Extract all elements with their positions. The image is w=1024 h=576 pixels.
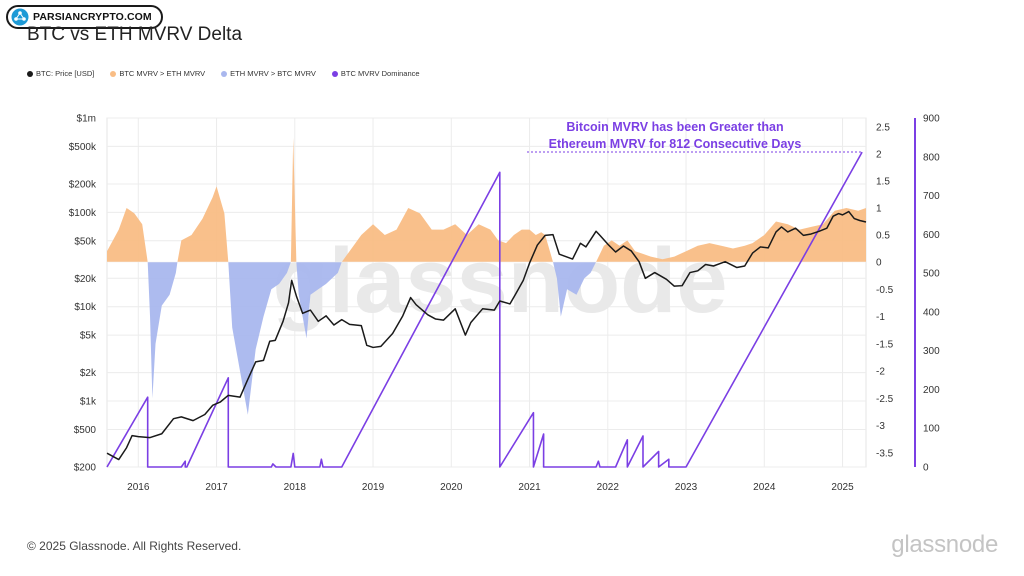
price-tick-label: $1m (77, 114, 96, 125)
price-tick-label: $1k (80, 397, 97, 408)
legend-label: BTC MVRV > ETH MVRV (119, 69, 206, 78)
legend-item-btc-greater[interactable]: BTC MVRV > ETH MVRV (110, 69, 205, 78)
legend-swatch (331, 70, 338, 77)
delta-tick-label: 2.5 (876, 123, 890, 134)
annotation: Bitcoin MVRV has been Greater than Ether… (520, 119, 830, 153)
price-tick-label: $500 (74, 425, 97, 436)
delta-tick-label: -1 (876, 312, 885, 323)
dominance-line (106, 151, 863, 468)
dominance-tick-label: 800 (923, 152, 940, 163)
brand-logo: glassnode (891, 531, 998, 558)
delta-tick-label: 2 (876, 150, 882, 161)
x-tick-label: 2017 (205, 482, 228, 493)
annotation-line-1: Bitcoin MVRV has been Greater than (566, 120, 784, 134)
delta-tick-label: -2 (876, 367, 885, 378)
x-tick-label: 2024 (753, 482, 776, 493)
delta-tick-label: 0 (876, 258, 882, 269)
legend-swatch (110, 70, 117, 77)
delta-tick-label: -1.5 (876, 339, 894, 350)
x-tick-label: 2025 (831, 482, 854, 493)
delta-tick-label: 1 (876, 204, 882, 215)
delta-tick-label: -3 (876, 421, 885, 432)
legend-label: ETH MVRV > BTC MVRV (230, 69, 316, 78)
dominance-tick-label: 700 (923, 191, 940, 202)
delta-tick-label: 1.5 (876, 177, 890, 188)
network-logo-icon (11, 8, 29, 26)
legend-swatch (221, 70, 228, 77)
x-tick-label: 2022 (597, 482, 620, 493)
site-badge[interactable]: PARSIANCRYPTO.COM (6, 5, 163, 29)
x-tick-label: 2019 (362, 482, 385, 493)
price-tick-label: $20k (74, 274, 97, 285)
dominance-tick-label: 900 (923, 114, 940, 125)
delta-tick-label: 0.5 (876, 231, 890, 242)
dominance-tick-label: 300 (923, 346, 940, 357)
badge-text: PARSIANCRYPTO.COM (33, 11, 152, 23)
chart-title: BTC vs ETH MVRV Delta (27, 24, 243, 45)
price-tick-label: $500k (69, 142, 97, 153)
dominance-tick-label: 100 (923, 424, 940, 435)
dominance-tick-label: 400 (923, 307, 940, 318)
legend-label: BTC: Price [USD] (36, 69, 95, 78)
price-tick-label: $2k (80, 368, 97, 379)
price-tick-label: $10k (74, 302, 97, 313)
dominance-tick-label: 500 (923, 269, 940, 280)
x-tick-label: 2021 (518, 482, 541, 493)
dominance-tick-label: 200 (923, 385, 940, 396)
x-tick-label: 2020 (440, 482, 463, 493)
series-layer (106, 137, 867, 468)
legend-item-dominance[interactable]: BTC MVRV Dominance (331, 69, 420, 78)
price-tick-label: $100k (69, 208, 97, 219)
copyright-footer: © 2025 Glassnode. All Rights Reserved. (27, 539, 242, 553)
btc-price-line (106, 210, 867, 461)
delta-area-series (107, 137, 866, 262)
price-tick-label: $50k (74, 236, 97, 247)
price-tick-label: $200k (69, 179, 97, 190)
legend: BTC: Price [USD] BTC MVRV > ETH MVRV ETH… (27, 69, 420, 78)
legend-label: BTC MVRV Dominance (340, 69, 420, 78)
legend-item-btc-price[interactable]: BTC: Price [USD] (27, 69, 94, 78)
delta-area-series (147, 262, 597, 415)
dominance-tick-label: 0 (923, 463, 929, 474)
legend-swatch (27, 70, 33, 77)
axes: 2016 2017 2018 2019 2020 2021 2022 2023 2024 2025… (69, 114, 940, 494)
x-tick-label: 2018 (284, 482, 307, 493)
dominance-tick-label: 600 (923, 230, 940, 241)
price-tick-label: $200 (74, 463, 97, 474)
delta-tick-label: -2.5 (876, 394, 894, 405)
legend-item-eth-greater[interactable]: ETH MVRV > BTC MVRV (221, 69, 316, 78)
delta-tick-label: -0.5 (876, 285, 894, 296)
x-tick-label: 2023 (675, 482, 698, 493)
price-tick-label: $5k (80, 331, 97, 342)
x-tick-label: 2016 (127, 482, 150, 493)
delta-tick-label: -3.5 (876, 449, 894, 460)
annotation-line-2: Ethereum MVRV for 812 Consecutive Days (548, 137, 802, 151)
